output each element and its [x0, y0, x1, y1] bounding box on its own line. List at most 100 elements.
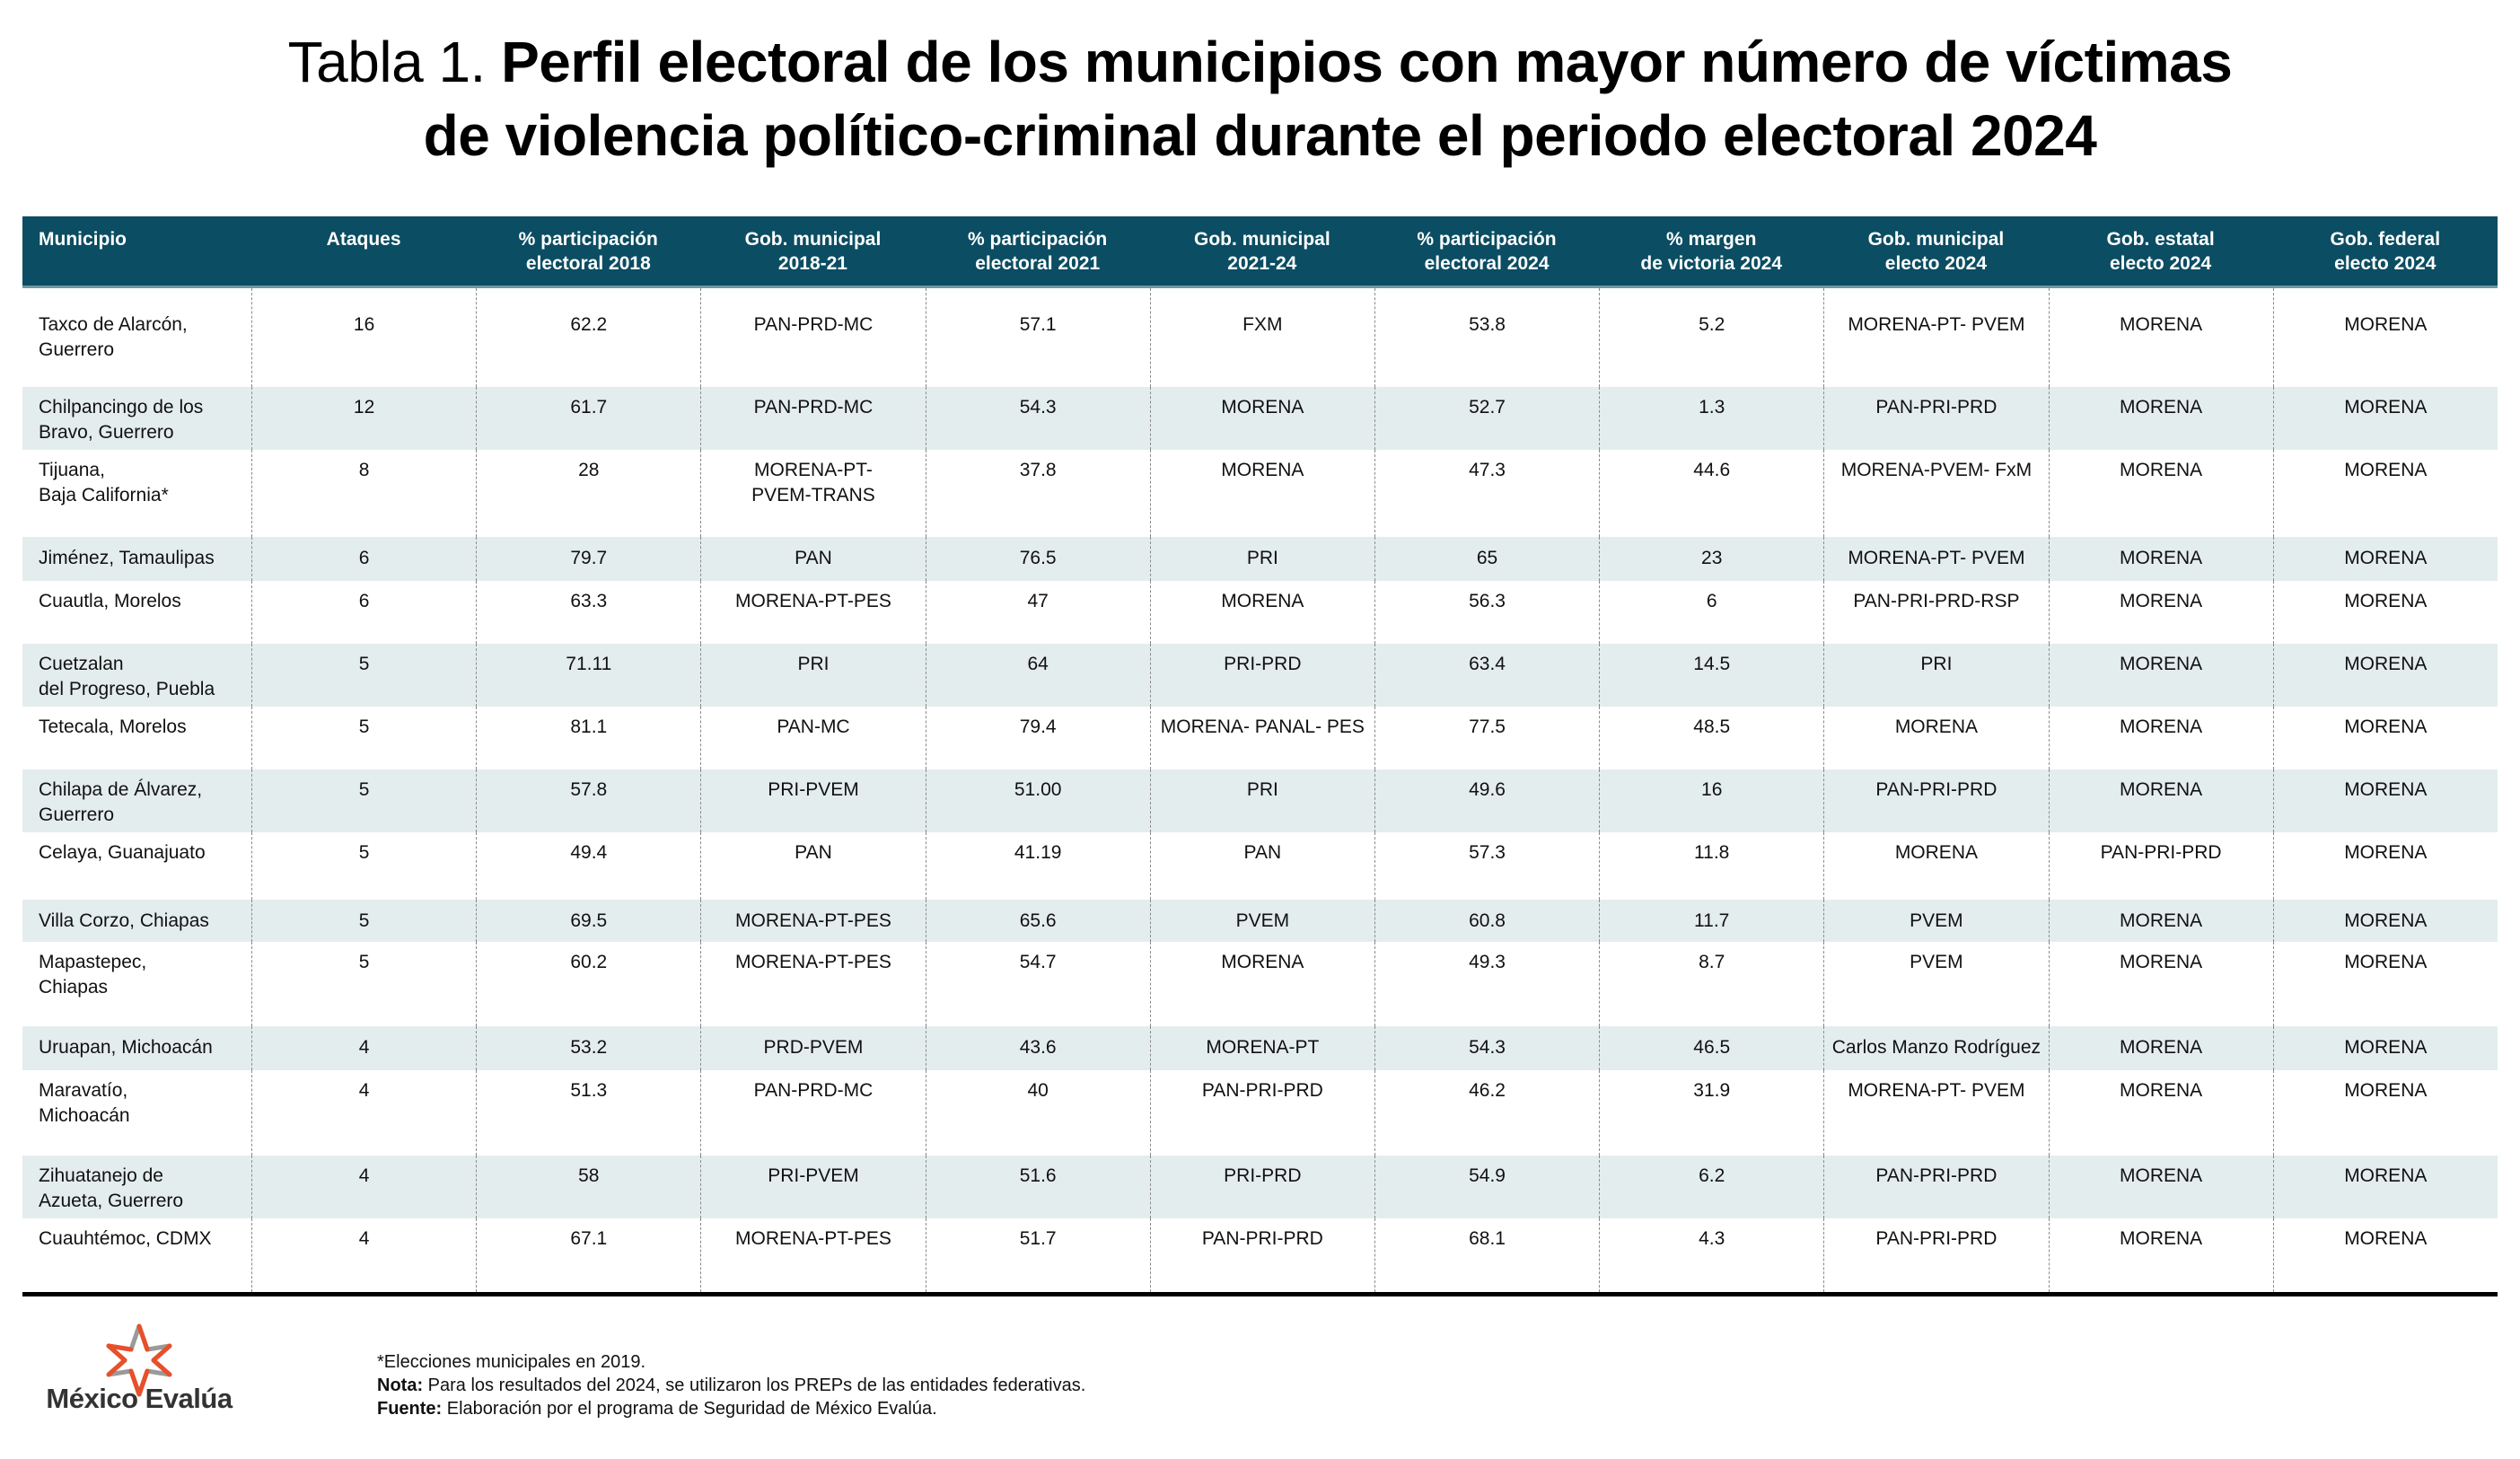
table-cell: 47 [925, 581, 1150, 644]
table-cell: 43.6 [925, 1026, 1150, 1070]
table-cell: 47.3 [1374, 450, 1599, 537]
table-cell: 12 [251, 387, 476, 450]
table-cell: MORENA-PT [1149, 1026, 1374, 1070]
table-cell: 31.9 [1599, 1070, 1823, 1156]
municipio-cell: Zihuatanejo de Azueta, Guerrero [39, 1165, 184, 1211]
municipio-cell: Uruapan, Michoacán [39, 1037, 213, 1058]
table-cell: 5 [251, 942, 476, 1026]
column-header: Municipio [39, 229, 127, 250]
table-cell: MORENA [2272, 537, 2498, 581]
table-cell: PRI [1149, 769, 1374, 832]
table-cell: 8 [251, 450, 476, 537]
table-cell: MORENA [2048, 387, 2273, 450]
table-cell: MORENA-PT- PVEM-TRANS [700, 450, 925, 537]
table-cell: 6 [1599, 581, 1823, 644]
table-cell: 6 [251, 581, 476, 644]
page-title: Tabla 1. Perfil electoral de los municip… [0, 25, 2520, 172]
table-cell: 53.8 [1374, 288, 1599, 387]
table-cell: 46.5 [1599, 1026, 1823, 1070]
table-cell: PVEM [1823, 942, 2048, 1026]
table-cell: MORENA [1149, 942, 1374, 1026]
table-cell: 71.11 [476, 644, 700, 707]
column-header: Gob. municipal electo 2024 [1867, 229, 2005, 274]
table-cell: 37.8 [925, 450, 1150, 537]
column-header: Ataques [326, 229, 401, 250]
municipio-cell: Cuauhtémoc, CDMX [39, 1228, 212, 1249]
municipio-cell: Celaya, Guanajuato [39, 842, 206, 863]
column-header: Gob. estatal electo 2024 [2106, 229, 2215, 274]
table-cell: PAN-PRD-MC [700, 387, 925, 450]
table-cell: 81.1 [476, 707, 700, 769]
table-cell: 64 [925, 644, 1150, 707]
table-cell: 65 [1374, 537, 1599, 581]
table-cell: 16 [1599, 769, 1823, 832]
table-cell: 67.1 [476, 1218, 700, 1292]
table-cell: PRD-PVEM [700, 1026, 925, 1070]
municipio-cell: Tetecala, Morelos [39, 716, 187, 737]
table-cell: 11.8 [1599, 832, 1823, 900]
table-cell: PAN-PRI-PRD [1149, 1070, 1374, 1156]
table-cell: 57.1 [925, 288, 1150, 387]
table-cell: 44.6 [1599, 450, 1823, 537]
table-row: Tijuana, Baja California* 8 28 MORENA-PT- P… [22, 450, 2498, 537]
table-cell: 49.4 [476, 832, 700, 900]
table-cell: 65.6 [925, 900, 1150, 942]
table-row: Cuetzalan del Progreso, Puebla 5 71.11 PRI 6… [22, 644, 2498, 707]
table-cell: MORENA-PT- PVEM [1823, 537, 2048, 581]
footnote-fuente: Fuente: Elaboración por el programa de S… [377, 1397, 1085, 1420]
table-cell: 51.7 [925, 1218, 1150, 1292]
fuente-label: Fuente: [377, 1399, 443, 1419]
table-row: Uruapan, Michoacán 4 53.2 PRD-PVEM 43.6 MOREN… [22, 1026, 2498, 1070]
table-cell: PAN-PRD-MC [700, 288, 925, 387]
footnotes: *Elecciones municipales en 2019. Nota: P… [377, 1350, 1085, 1420]
table-cell: 5.2 [1599, 288, 1823, 387]
table-cell: MORENA [1149, 581, 1374, 644]
fuente-text: Elaboración por el programa de Seguridad… [442, 1399, 937, 1419]
table-cell: 4 [251, 1218, 476, 1292]
table-cell: PRI [1149, 537, 1374, 581]
table-cell: MORENA [2048, 644, 2273, 707]
table-cell: MORENA [1823, 832, 2048, 900]
municipio-cell: Chilpancingo de los Bravo, Guerrero [39, 397, 204, 443]
table-cell: MORENA [2272, 1218, 2498, 1292]
footnote-nota: Nota: Para los resultados del 2024, se u… [377, 1374, 1085, 1397]
table-cell: MORENA-PT-PES [700, 1218, 925, 1292]
table-cell: MORENA [1823, 707, 2048, 769]
table-cell: PRI-PRD [1149, 1156, 1374, 1218]
table-cell: MORENA- PANAL- PES [1149, 707, 1374, 769]
table-header: Municipio Ataques % participación electora… [22, 216, 2498, 288]
title-line-1: Tabla 1. Perfil electoral de los municip… [0, 25, 2520, 99]
table-cell: 6 [251, 537, 476, 581]
table-cell: 5 [251, 707, 476, 769]
municipio-cell: Cuetzalan del Progreso, Puebla [39, 654, 215, 699]
table-cell: 4 [251, 1070, 476, 1156]
municipio-cell: Mapastepec, Chiapas [39, 952, 147, 998]
nota-text: Para los resultados del 2024, se utiliza… [423, 1376, 1086, 1395]
table-cell: 28 [476, 450, 700, 537]
table-row: Mapastepec, Chiapas 5 60.2 MORENA-PT-PES 54.… [22, 942, 2498, 1026]
table-cell: 68.1 [1374, 1218, 1599, 1292]
table-cell: PAN-PRI-PRD-RSP [1823, 581, 2048, 644]
table-cell: 48.5 [1599, 707, 1823, 769]
table-cell: MORENA [2272, 900, 2498, 942]
table-cell: PRI [700, 644, 925, 707]
title-line-2: de violencia político-criminal durante e… [423, 103, 2097, 168]
table-cell: MORENA [2048, 581, 2273, 644]
table-cell: 79.7 [476, 537, 700, 581]
table-cell: 60.8 [1374, 900, 1599, 942]
table-cell: MORENA [2272, 769, 2498, 832]
table-cell: PAN-MC [700, 707, 925, 769]
table-cell: 61.7 [476, 387, 700, 450]
table-cell: 4 [251, 1026, 476, 1070]
municipio-cell: Chilapa de Álvarez, Guerrero [39, 779, 203, 825]
table-cell: 52.7 [1374, 387, 1599, 450]
table-row: Celaya, Guanajuato 5 49.4 PAN 41.19 PAN 57.3 11… [22, 832, 2498, 900]
table-cell: 4.3 [1599, 1218, 1823, 1292]
table-cell: MORENA-PVEM- FxM [1823, 450, 2048, 537]
column-header: Gob. federal electo 2024 [2330, 229, 2441, 274]
table-cell: 40 [925, 1070, 1150, 1156]
table-cell: 51.3 [476, 1070, 700, 1156]
table-cell: PAN [700, 832, 925, 900]
table-cell: MORENA [2272, 644, 2498, 707]
table-cell: MORENA [2272, 707, 2498, 769]
